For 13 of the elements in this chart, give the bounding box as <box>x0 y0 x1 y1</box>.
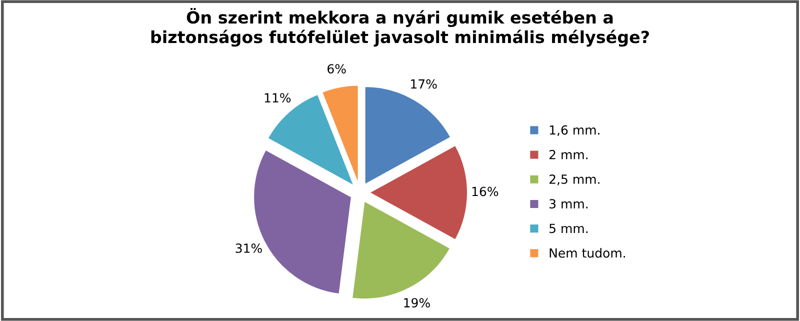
chart-title: Ön szerint mekkora a nyári gumik esetében a biztonságos futófelület javasolt minimális mélysége? <box>151 8 649 47</box>
data-label: 6% <box>328 64 346 74</box>
data-label: 16% <box>472 186 498 196</box>
legend-label: 5 mm. <box>550 224 588 234</box>
data-label: 19% <box>404 298 430 308</box>
data-label: 11% <box>264 93 291 103</box>
legend-label: 2,5 mm. <box>549 174 600 186</box>
legend-label: Nem tudom. <box>550 248 625 258</box>
legend-label: 1,6 mm. <box>550 125 600 136</box>
legend-label: 2 mm. <box>549 150 588 160</box>
data-label: 31% <box>236 243 262 253</box>
legend-label: 3 mm. <box>550 199 588 209</box>
data-label: 17% <box>411 79 437 89</box>
